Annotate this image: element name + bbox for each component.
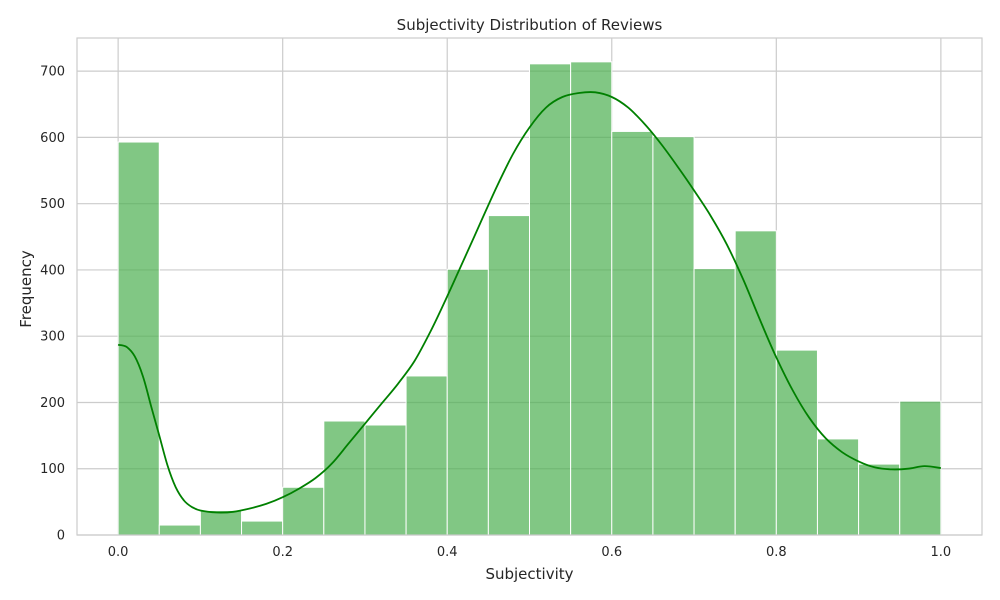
histogram-bars: [117, 61, 942, 536]
histogram-bar: [693, 268, 736, 536]
x-tick-label: 0.8: [766, 545, 787, 560]
kde-curve: [117, 91, 942, 514]
histogram-bar: [446, 268, 489, 536]
x-axis-label: Subjectivity: [485, 565, 573, 583]
y-tick-label: 700: [40, 65, 65, 80]
y-tick-label: 200: [40, 396, 65, 411]
histogram-bar: [117, 141, 160, 536]
histogram-bar: [241, 520, 284, 536]
y-tick-label: 600: [40, 131, 65, 146]
x-tick-label: 0.0: [108, 545, 129, 560]
y-tick-label: 300: [40, 330, 65, 345]
histogram-bar: [158, 524, 201, 536]
histogram-bar: [487, 215, 531, 536]
plot-frame: [76, 37, 983, 536]
x-tick-label: 0.4: [437, 545, 458, 560]
histogram-bar: [652, 136, 695, 536]
y-tick-label: 100: [40, 462, 65, 477]
histogram-bar: [364, 424, 407, 536]
histogram-bar: [570, 61, 613, 536]
y-axis-label: Frequency: [17, 250, 35, 328]
x-tick-label: 0.2: [272, 545, 293, 560]
y-tick-labels: 0 100 200 300 400 500 600 700: [40, 65, 65, 544]
histogram-bar: [199, 509, 243, 536]
histogram-bar: [858, 463, 901, 536]
y-tick-label: 400: [40, 263, 65, 278]
histogram-bar: [529, 63, 572, 536]
histogram-bar: [323, 420, 366, 536]
kde-curve-group: [117, 91, 942, 514]
histogram-bar: [775, 349, 818, 536]
y-tick-label: 500: [40, 197, 65, 212]
histogram-bar: [611, 130, 654, 536]
histogram-bar: [405, 375, 448, 536]
histogram-bar: [816, 438, 860, 536]
x-tick-labels: 0.0 0.2 0.4 0.6 0.8 1.0: [108, 545, 951, 560]
x-tick-label: 1.0: [931, 545, 952, 560]
y-tick-label: 0: [57, 529, 65, 544]
chart-title: Subjectivity Distribution of Reviews: [397, 16, 663, 34]
x-tick-label: 0.6: [601, 545, 622, 560]
